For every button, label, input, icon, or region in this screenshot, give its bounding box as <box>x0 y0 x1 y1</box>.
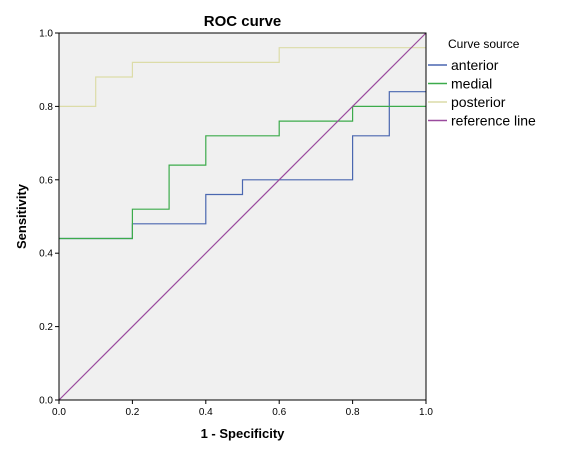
y-tick-label: 0.6 <box>39 175 53 186</box>
x-tick-label: 0.4 <box>199 407 213 418</box>
legend-entry-label: reference line <box>451 113 536 129</box>
y-tick-label: 0.0 <box>39 396 53 407</box>
series-line-reference-line <box>58 32 427 401</box>
x-axis-title: 1 - Specificity <box>201 426 286 441</box>
y-axis-title: Sensitivity <box>14 183 29 249</box>
series-line-medial <box>59 105 426 240</box>
y-tick-label: 0.8 <box>39 102 53 113</box>
ticks-layer: 0.0 0.2 0.4 0.6 0.8 1.0 0.0 0.2 0.4 0.6 0.8 1.0 <box>39 29 433 419</box>
series-line-posterior <box>59 47 426 108</box>
legend-entry-label: posterior <box>451 94 506 110</box>
x-tick-label: 1.0 <box>419 407 433 418</box>
legend-entry-label: medial <box>451 76 492 92</box>
legend-title: Curve source <box>448 37 520 51</box>
x-tick-label: 0.0 <box>52 407 66 418</box>
legend: Curve source anterior medial posterior refe… <box>428 37 536 129</box>
y-tick-label: 0.4 <box>39 249 53 260</box>
x-tick-label: 0.8 <box>346 407 360 418</box>
series-layer <box>58 32 427 401</box>
plot-frame <box>58 32 427 401</box>
legend-entry-label: anterior <box>451 57 499 73</box>
y-tick-label: 1.0 <box>39 29 53 40</box>
y-tick-label: 0.2 <box>39 322 53 333</box>
x-tick-label: 0.2 <box>125 407 139 418</box>
x-tick-label: 0.6 <box>272 407 286 418</box>
chart-title: ROC curve <box>204 13 282 30</box>
